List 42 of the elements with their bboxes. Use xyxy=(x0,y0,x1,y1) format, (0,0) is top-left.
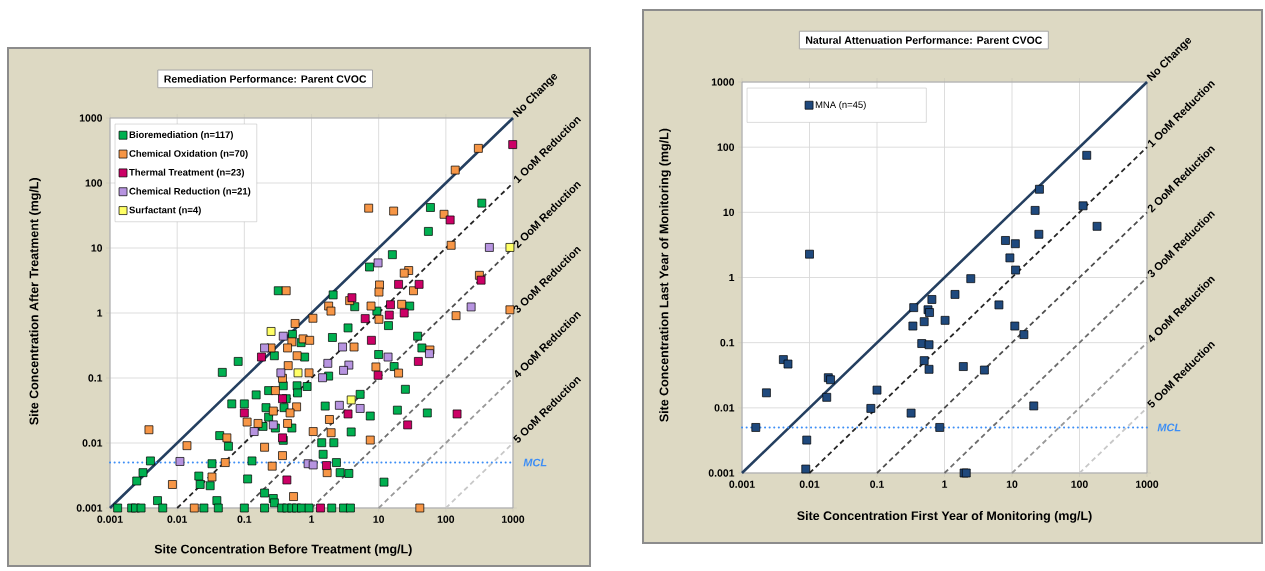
ref-line-label: MCL xyxy=(1157,423,1181,432)
y-tick-label: 0.01 xyxy=(714,404,735,412)
y-tick-label: 1 xyxy=(97,309,103,317)
x-tick-label: 0.1 xyxy=(237,515,252,523)
x-tick-label: 10 xyxy=(1006,480,1018,488)
chart-title: Natural Attenuation Performance: Parent CVOC xyxy=(806,36,1043,44)
legend-label: Chemical Oxidation (n=70) xyxy=(129,149,248,159)
y-tick-label: 0.001 xyxy=(708,469,735,477)
legend-label: Surfactant (n=4) xyxy=(129,206,201,216)
y-tick-label: 10 xyxy=(91,244,103,252)
y-tick-label: 100 xyxy=(717,143,735,151)
y-tick-label: 0.1 xyxy=(720,338,735,347)
ref-line-label: MCL xyxy=(523,458,547,467)
x-tick-label: 0.01 xyxy=(167,515,188,523)
y-tick-label: 0.1 xyxy=(88,374,103,382)
x-tick-label: 0.001 xyxy=(97,515,123,523)
y-tick-label: 1 xyxy=(729,273,735,282)
legend-label: Bioremediation (n=117) xyxy=(129,131,233,140)
x-tick-label: 1000 xyxy=(1136,480,1159,488)
y-tick-label: 1000 xyxy=(79,114,103,122)
x-tick-label: 0.01 xyxy=(799,480,820,488)
y-tick-label: 1000 xyxy=(711,78,735,86)
x-tick-label: 10 xyxy=(373,515,385,523)
y-axis-title: Site Concentration After Treatment (mg/L) xyxy=(29,178,41,425)
y-tick-label: 100 xyxy=(85,179,103,187)
x-tick-label: 1 xyxy=(942,480,948,488)
chart-title: Remediation Performance: Parent CVOC xyxy=(164,75,367,83)
x-tick-label: 0.1 xyxy=(870,480,884,488)
x-tick-label: 1 xyxy=(309,515,315,523)
legend-label: Chemical Reduction (n=21) xyxy=(129,187,251,197)
x-axis-title: Site Concentration Before Treatment (mg/L) xyxy=(154,544,412,556)
y-tick-label: 0.001 xyxy=(76,504,103,512)
y-tick-label: 10 xyxy=(723,208,735,217)
y-tick-label: 0.01 xyxy=(82,439,103,447)
x-axis-title: Site Concentration First Year of Monitoring (mg/L) xyxy=(797,510,1092,523)
x-tick-label: 100 xyxy=(1071,480,1088,488)
x-tick-label: 1000 xyxy=(502,515,525,523)
x-tick-label: 0.001 xyxy=(729,480,755,488)
y-axis-title: Site Concentration Last Year of Monitoring (mg/L) xyxy=(659,128,671,422)
legend-label: MNA (n=45) xyxy=(815,101,866,110)
legend-label: Thermal Treatment (n=23) xyxy=(129,168,244,178)
x-tick-label: 100 xyxy=(437,515,455,523)
